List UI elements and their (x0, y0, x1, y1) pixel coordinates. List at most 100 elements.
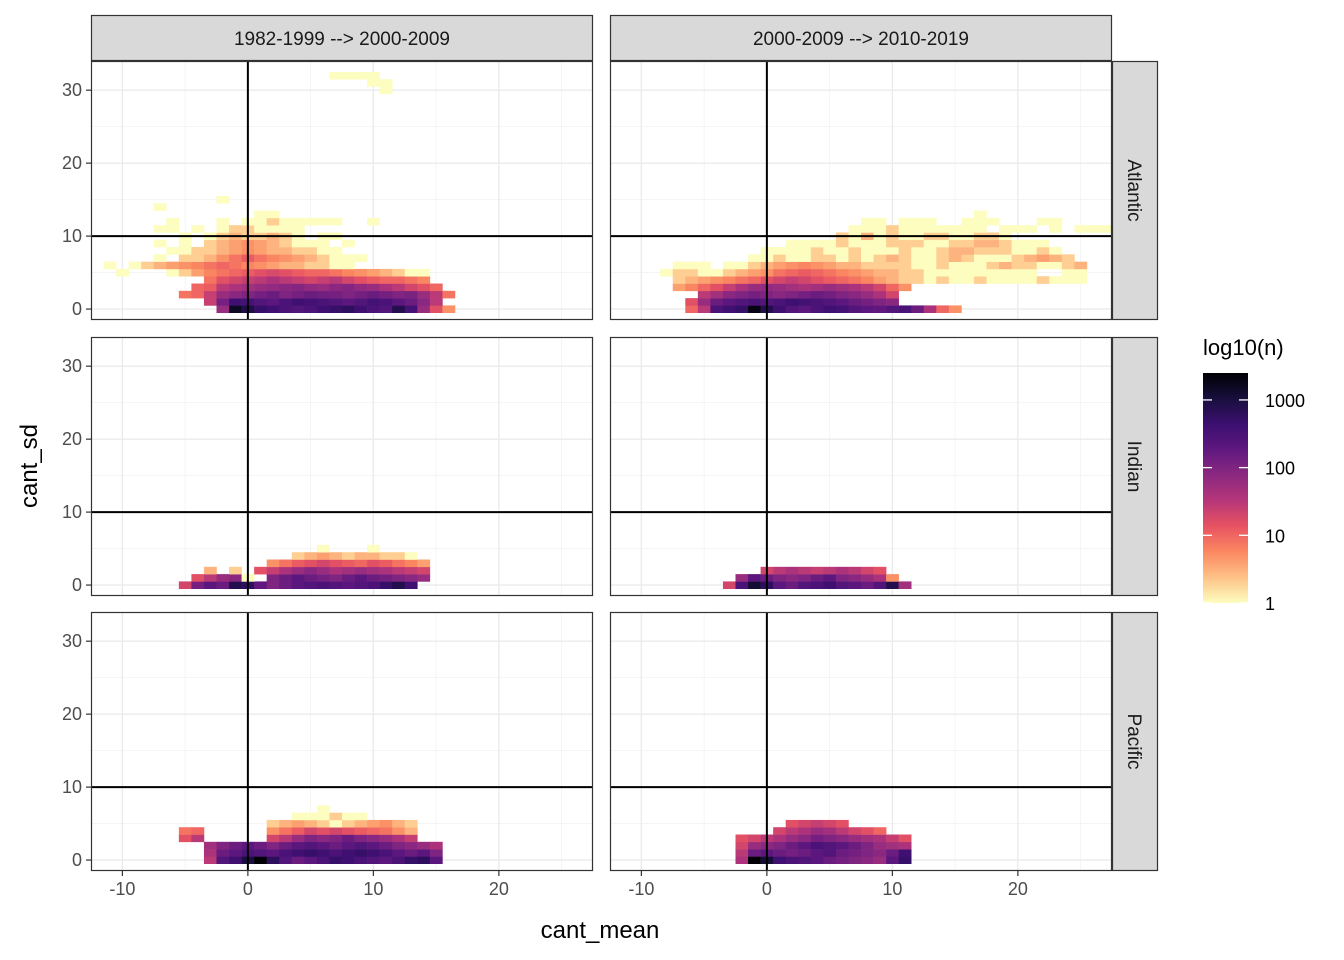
heatmap-tile (316, 574, 330, 582)
heatmap-tile (404, 298, 418, 306)
heatmap-tile (1074, 276, 1088, 284)
heatmap-tile (316, 805, 330, 813)
heatmap-tile (1024, 239, 1037, 248)
heatmap-tile (911, 254, 925, 262)
heatmap-tile (710, 298, 724, 306)
heatmap-tile (279, 566, 293, 575)
heatmap-tile (417, 283, 431, 292)
heatmap-tile (266, 276, 280, 284)
heatmap-tile (835, 574, 849, 582)
heatmap-tile (923, 268, 937, 277)
heatmap-tile (392, 819, 406, 828)
heatmap-tile (798, 290, 812, 299)
heatmap-tile (429, 849, 443, 857)
heatmap-tile (748, 298, 761, 306)
heatmap-tile (873, 834, 887, 843)
heatmap-tile (848, 581, 862, 590)
heatmap-tile (748, 834, 761, 843)
heatmap-tile (329, 841, 343, 850)
heatmap-tile (886, 283, 899, 292)
heatmap-tile (153, 261, 167, 270)
color-legend: log10(n) 1000 100 10 1 (1203, 335, 1305, 614)
heatmap-tile (961, 217, 975, 226)
heatmap-tile (254, 298, 267, 306)
heatmap-tile (304, 261, 318, 270)
heatmap-tile (873, 261, 887, 270)
heatmap-tile (191, 290, 205, 299)
heatmap-tile (342, 566, 355, 575)
heatmap-tile (291, 298, 305, 306)
heatmap-tile (329, 290, 343, 299)
heatmap-tile (773, 254, 786, 262)
heatmap-tile (798, 247, 812, 255)
heatmap-tile (367, 268, 380, 277)
heatmap-tile (898, 581, 912, 590)
heatmap-tile (798, 856, 812, 865)
heatmap-tile (898, 225, 912, 233)
heatmap-tile (1074, 268, 1088, 277)
heatmap-tile (848, 841, 862, 850)
heatmap-tile (848, 254, 862, 262)
heatmap-tile (886, 247, 899, 255)
heatmap-tile (379, 276, 393, 284)
y-tick-label: 30 (62, 80, 82, 100)
heatmap-tile (342, 581, 355, 590)
heatmap-tile (379, 559, 393, 568)
heatmap-tile (191, 581, 205, 590)
heatmap-tile (304, 819, 318, 828)
heatmap-tile (316, 261, 330, 270)
heatmap-tile (229, 261, 242, 270)
heatmap-tile (810, 834, 824, 843)
heatmap-tile (835, 849, 849, 857)
heatmap-tile (379, 79, 393, 87)
heatmap-tile (735, 261, 749, 270)
heatmap-tile (379, 834, 393, 843)
heatmap-tile (835, 254, 849, 262)
heatmap-tile (823, 276, 837, 284)
heatmap-tile (735, 574, 749, 582)
heatmap-tile (672, 268, 686, 277)
heatmap-tile (392, 298, 406, 306)
facet-strip-row (1111, 336, 1159, 597)
heatmap-tile (392, 856, 406, 865)
heatmap-tile (835, 581, 849, 590)
panel-pacific-2: -10 0 10 20 (609, 611, 1113, 899)
panel-border (90, 611, 594, 872)
heatmap-tile (823, 254, 837, 262)
heatmap-tile (417, 566, 431, 575)
heatmap-tile (861, 254, 874, 262)
heatmap-tile (898, 247, 912, 255)
heatmap-tile (773, 276, 786, 284)
heatmap-tile (810, 261, 824, 270)
heatmap-tile (873, 574, 887, 582)
heatmap-tile (266, 834, 280, 843)
heatmap-tile (848, 261, 862, 270)
heatmap-tile (861, 247, 874, 255)
heatmap-tile (203, 247, 217, 255)
heatmap-tile (354, 298, 368, 306)
heatmap-tile (823, 239, 837, 248)
heatmap-tile (773, 268, 786, 277)
heatmap-tile (354, 283, 368, 292)
heatmap-tile (128, 261, 142, 270)
heatmap-tile (216, 225, 230, 233)
heatmap-tile (166, 261, 180, 270)
heatmap-tile (848, 566, 862, 575)
heatmap-tile (216, 247, 230, 255)
heatmap-tile (873, 217, 887, 226)
heatmap-tile (785, 247, 799, 255)
legend-label: 100 (1265, 459, 1295, 479)
heatmap-tile (835, 298, 849, 306)
heatmap-tile (672, 261, 686, 270)
heatmap-tile (342, 261, 355, 270)
heatmap-tile (961, 261, 975, 270)
heatmap-tile (291, 290, 305, 299)
heatmap-tile (823, 827, 837, 835)
heatmap-tile (417, 856, 431, 865)
heatmap-tile (923, 239, 937, 248)
heatmap-tile (810, 856, 824, 865)
heatmap-tile (936, 239, 950, 248)
heatmap-tile (354, 71, 368, 80)
heatmap-tile (1024, 276, 1037, 284)
heatmap-tile (773, 283, 786, 292)
